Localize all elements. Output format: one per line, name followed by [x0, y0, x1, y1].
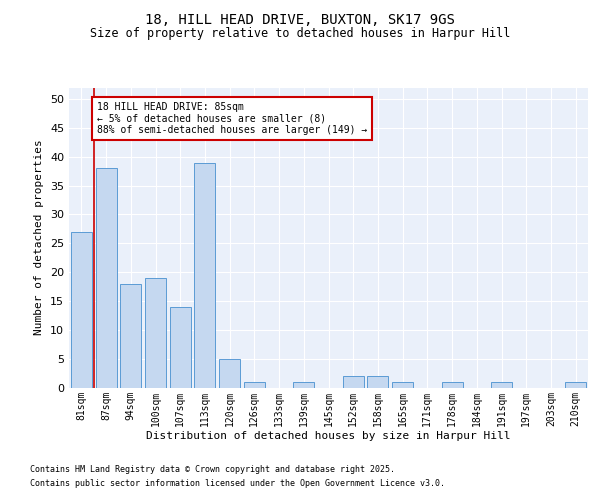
Bar — [71, 232, 92, 388]
Bar — [145, 278, 166, 388]
Bar — [491, 382, 512, 388]
Text: Contains public sector information licensed under the Open Government Licence v3: Contains public sector information licen… — [30, 479, 445, 488]
X-axis label: Distribution of detached houses by size in Harpur Hill: Distribution of detached houses by size … — [146, 431, 511, 441]
Bar — [219, 358, 240, 388]
Y-axis label: Number of detached properties: Number of detached properties — [34, 140, 44, 336]
Bar — [244, 382, 265, 388]
Bar — [170, 306, 191, 388]
Text: 18 HILL HEAD DRIVE: 85sqm
← 5% of detached houses are smaller (8)
88% of semi-de: 18 HILL HEAD DRIVE: 85sqm ← 5% of detach… — [97, 102, 367, 135]
Bar — [194, 162, 215, 388]
Bar — [367, 376, 388, 388]
Bar — [442, 382, 463, 388]
Bar — [343, 376, 364, 388]
Bar — [120, 284, 141, 388]
Text: 18, HILL HEAD DRIVE, BUXTON, SK17 9GS: 18, HILL HEAD DRIVE, BUXTON, SK17 9GS — [145, 12, 455, 26]
Text: Contains HM Land Registry data © Crown copyright and database right 2025.: Contains HM Land Registry data © Crown c… — [30, 466, 395, 474]
Bar — [565, 382, 586, 388]
Bar — [95, 168, 116, 388]
Bar — [392, 382, 413, 388]
Text: Size of property relative to detached houses in Harpur Hill: Size of property relative to detached ho… — [90, 28, 510, 40]
Bar — [293, 382, 314, 388]
